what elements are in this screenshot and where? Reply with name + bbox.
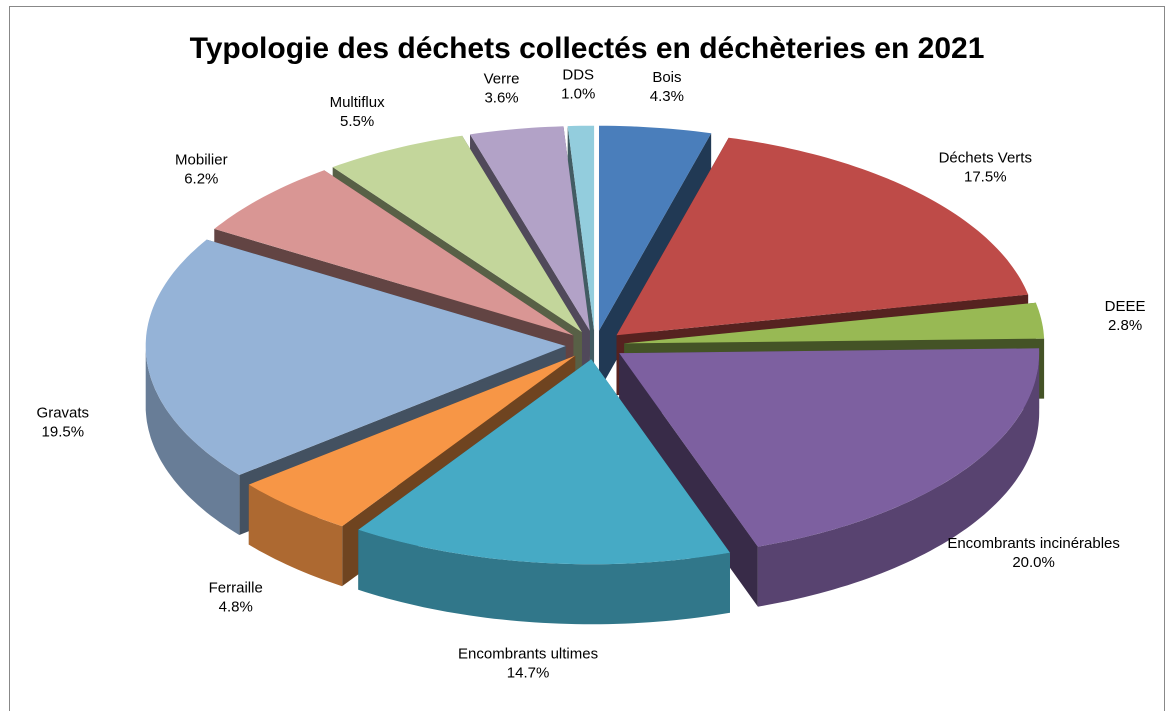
slice-outer-wall — [358, 529, 730, 625]
slice-category-label: Déchets Verts — [939, 150, 1032, 167]
slice-value-label: 5.5% — [340, 113, 374, 130]
slice-top — [214, 170, 574, 336]
slice-value-label: 20.0% — [1012, 554, 1055, 571]
slice-top — [248, 355, 576, 527]
slice-category-label: Multiflux — [330, 94, 386, 111]
slice-value-label: 19.5% — [42, 424, 85, 441]
labels: Bois 4.3% Déchets Verts 17.5% DEEE 2.8% Encomb… — [37, 67, 1146, 682]
slice-outer-wall — [757, 353, 1040, 607]
slice — [619, 348, 1040, 607]
slice-value-label: 3.6% — [484, 90, 518, 107]
slice-top — [616, 137, 1029, 336]
slice-top — [619, 348, 1040, 547]
slice-top — [358, 359, 730, 565]
slice-top — [470, 126, 590, 331]
slice-category-label: Bois — [652, 69, 681, 86]
slice-value-label: 4.3% — [650, 88, 684, 105]
slice-outer-wall — [145, 346, 240, 535]
slice-top — [145, 239, 566, 475]
pie — [145, 125, 1045, 625]
slice-top — [598, 125, 712, 331]
slice-value-label: 2.8% — [1108, 317, 1142, 334]
slice-top — [567, 125, 595, 331]
slice-outer-wall — [248, 484, 343, 587]
slice-value-label: 6.2% — [184, 170, 218, 187]
slice-value-label: 14.7% — [507, 664, 550, 681]
slice-category-label: DEEE — [1105, 298, 1146, 315]
slice-category-label: Encombrants incinérables — [947, 535, 1120, 552]
slice-value-label: 17.5% — [964, 169, 1007, 186]
slice-category-label: Verre — [484, 71, 520, 88]
slice — [358, 359, 730, 625]
slice-value-label: 4.8% — [219, 598, 253, 615]
slice-category-label: Ferraille — [209, 579, 263, 596]
slice-category-label: Mobilier — [175, 151, 228, 168]
slice-top — [332, 135, 582, 333]
slice-category-label: DDS — [562, 67, 594, 84]
slice-top — [624, 302, 1045, 344]
chart-title: Typologie des déchets collectés en déchè… — [190, 32, 985, 65]
slice-category-label: Gravats — [37, 405, 90, 422]
slice-category-label: Encombrants ultimes — [458, 645, 598, 662]
slice-value-label: 1.0% — [561, 86, 595, 103]
